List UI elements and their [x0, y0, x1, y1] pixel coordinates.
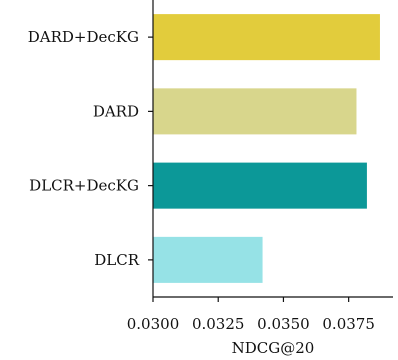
bar-dlcr-deckg [153, 162, 367, 209]
bar-dard [153, 88, 357, 135]
bar-dlcr [153, 236, 263, 283]
y-tick-label: DLCR+DecKG [29, 177, 139, 195]
axes-group [152, 0, 393, 298]
x-tick-label: 0.0375 [322, 315, 375, 333]
x-ticks-group: 0.0300 0.0325 0.0350 0.0375 [127, 297, 375, 333]
y-ticks-group: DARD+DecKG DARD DLCR+DecKG DLCR [28, 28, 153, 269]
bar-dard-deckg [153, 14, 380, 61]
bars-group [153, 14, 380, 283]
x-tick-label: 0.0325 [192, 315, 245, 333]
x-axis-title: NDCG@20 [232, 339, 315, 357]
x-tick-label: 0.0350 [257, 315, 310, 333]
y-tick-label: DARD [93, 102, 139, 120]
y-tick-label: DARD+DecKG [28, 28, 139, 46]
y-tick-label: DLCR [94, 251, 139, 269]
x-tick-label: 0.0300 [127, 315, 180, 333]
